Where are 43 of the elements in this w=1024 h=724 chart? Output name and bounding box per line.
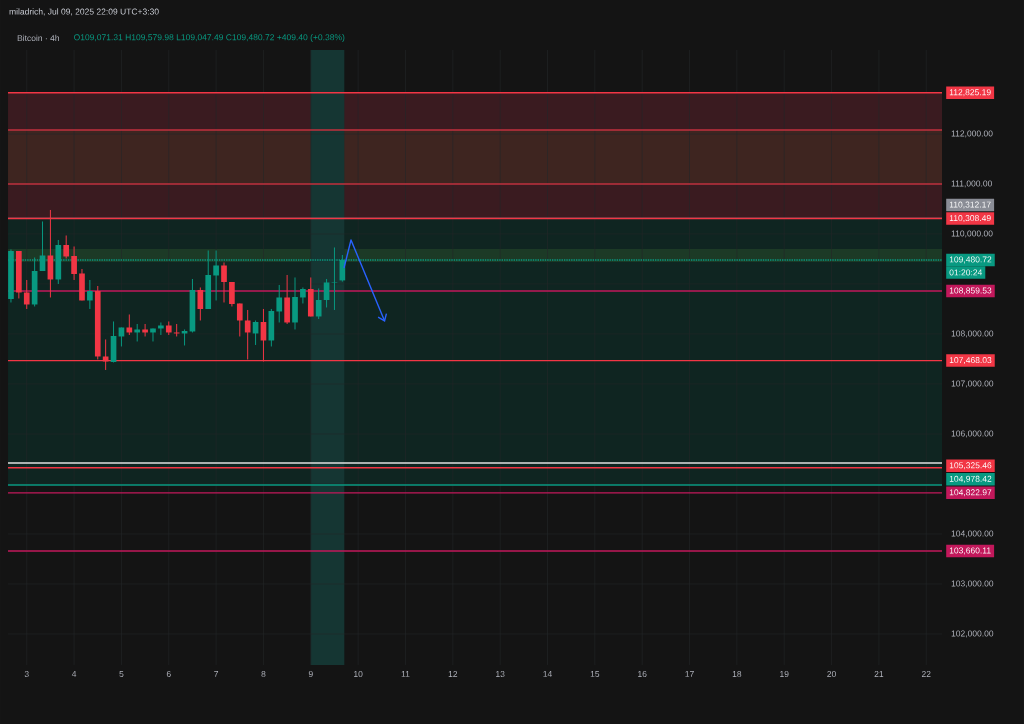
y-tick-label: 106,000.00 xyxy=(951,430,994,438)
y-tick-label: 102,000.00 xyxy=(951,630,994,638)
x-tick-label: 16 xyxy=(638,671,647,678)
ref-line-label: 109,480.72 xyxy=(949,256,992,264)
x-tick-label: 13 xyxy=(496,671,505,678)
y-tick-label: 112,000.00 xyxy=(951,130,993,138)
x-tick-label: 21 xyxy=(874,671,884,677)
ref-line-label: 104,978.42 xyxy=(949,475,992,483)
y-tick-label: 103,000.00 xyxy=(951,580,994,588)
y-tick-label: 104,000.00 xyxy=(951,530,994,538)
x-tick-label: 12 xyxy=(448,671,458,677)
x-tick-label: 22 xyxy=(921,671,931,677)
x-tick-label: 5 xyxy=(119,671,124,677)
x-tick-label: 14 xyxy=(543,671,552,677)
x-tick-label: 9 xyxy=(308,671,313,678)
ref-line-label: 110,308.49 xyxy=(949,215,991,223)
ref-line-label: 105,325.46 xyxy=(949,462,992,470)
y-tick-label: 110,000.00 xyxy=(951,230,993,238)
text: miladrich, Jul 09, 2025 22:09 UTC+3:30 xyxy=(9,8,159,16)
x-tick-label: 6 xyxy=(166,671,171,678)
y-tick-label: 111,000.00 xyxy=(951,180,992,188)
ref-line-label: 107,468.03 xyxy=(949,357,992,365)
x-tick-label: 19 xyxy=(780,671,789,678)
x-tick-label: 20 xyxy=(827,671,836,678)
x-tick-label: 15 xyxy=(590,671,600,677)
x-tick-label: 18 xyxy=(732,671,742,678)
x-tick-label: 8 xyxy=(261,671,266,678)
ref-line-label: 103,660.11 xyxy=(949,547,991,555)
y-tick-label: 107,000.00 xyxy=(951,380,994,388)
text: 01:20:24 xyxy=(949,269,983,276)
y-tick-label: 108,000.00 xyxy=(951,330,994,338)
x-tick-label: 7 xyxy=(214,671,219,677)
ref-line-label: 104,822.97 xyxy=(949,489,992,497)
x-tick-label: 3 xyxy=(24,671,29,678)
ref-line-label: 110,312.17 xyxy=(949,201,991,209)
chart-subtitle: O109,071.31 H109,579.98 L109,047.49 C109,480.72 +409.40 (+0.38%) xyxy=(74,34,345,42)
ref-line-label: 108,859.53 xyxy=(949,287,992,295)
x-tick-label: 17 xyxy=(685,671,694,677)
x-tick-label: 11 xyxy=(401,671,410,677)
ref-line-label: 112,825.19 xyxy=(949,89,991,97)
x-tick-label: 4 xyxy=(71,671,77,677)
x-tick-label: 10 xyxy=(354,671,363,678)
chart-title: Bitcoin · 4h xyxy=(17,34,59,42)
